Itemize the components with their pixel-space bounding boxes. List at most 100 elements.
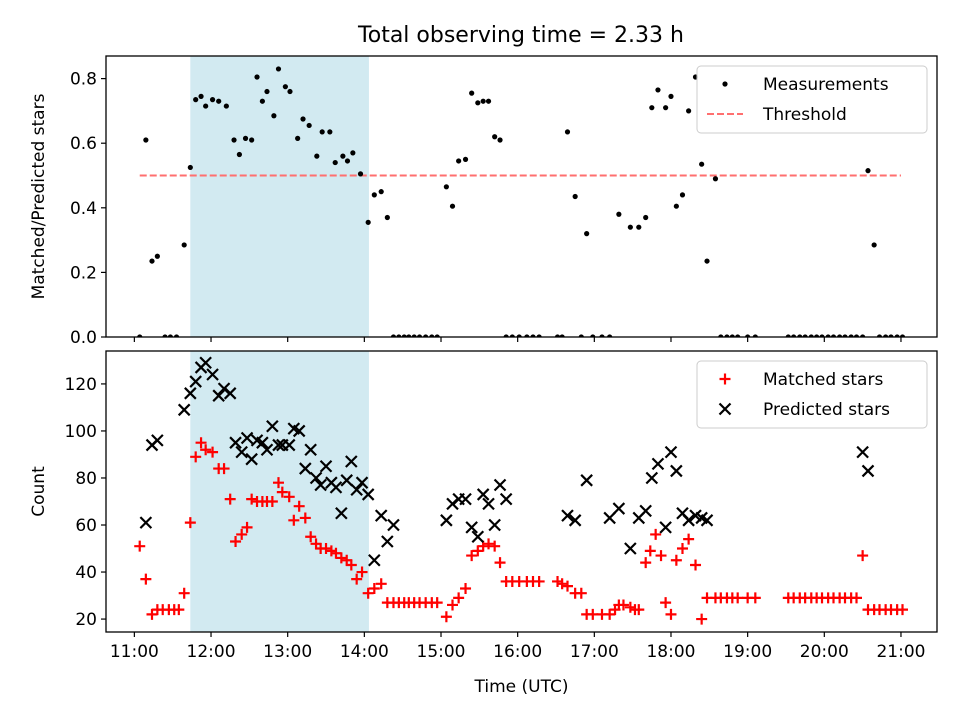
matched-star-point — [633, 604, 645, 616]
legend-marker-predicted — [718, 402, 732, 416]
legend: Matched stars Predicted stars — [696, 360, 928, 429]
measurement-point — [306, 122, 312, 129]
predicted-star-point — [206, 368, 219, 381]
matched-star-point — [483, 538, 495, 550]
matched-star-point — [640, 557, 652, 569]
matched-star-point — [676, 543, 688, 555]
measurement-point — [295, 135, 301, 141]
matched-star-point — [335, 552, 347, 564]
matched-star-point — [351, 573, 363, 585]
matched-star-point — [266, 495, 278, 507]
matched-star-point — [660, 597, 672, 609]
measurement-point — [181, 242, 187, 248]
measurement-point — [287, 88, 293, 95]
axes-frame — [105, 55, 938, 338]
predicted-star-point — [682, 514, 695, 527]
measurement-point — [663, 105, 669, 111]
predicted-star-point — [561, 509, 574, 522]
matched-star-point — [665, 608, 677, 620]
predicted-star-point — [488, 518, 501, 532]
y-tick-label: 120 — [65, 375, 97, 395]
measurement-point — [627, 224, 633, 230]
measurement-point — [449, 203, 456, 209]
measurement-point — [378, 189, 384, 195]
matched-star-point — [650, 528, 662, 540]
legend-label: Matched stars — [763, 370, 883, 390]
panel-counts: 20 40 60 80 100 120 11:00 12:00 13:00 14:00 15:00 1… — [29, 350, 938, 697]
measurement-point — [485, 98, 492, 104]
matched-star-point — [460, 582, 472, 594]
predicted-star-point — [664, 445, 678, 459]
matched-star-point — [375, 578, 387, 590]
predicted-star-point — [329, 481, 343, 494]
measurement-point — [340, 153, 346, 159]
predicted-star-point — [482, 497, 495, 511]
predicted-star-point — [568, 514, 582, 527]
matched-star-point — [236, 528, 248, 540]
predicted-star-point — [304, 443, 317, 457]
legend-box — [696, 65, 928, 134]
matched-star-point — [696, 613, 708, 625]
predicted-star-point — [670, 464, 683, 478]
predicted-star-point — [639, 504, 652, 518]
measurement-point — [712, 176, 719, 182]
measurement-point — [327, 129, 333, 135]
predicted-star-point — [659, 521, 672, 534]
predicted-star-point — [700, 514, 714, 527]
legend-label: Predicted stars — [763, 400, 890, 420]
observing-window-span — [190, 56, 369, 337]
matched-star-point — [897, 604, 909, 616]
predicted-star-point — [309, 471, 323, 485]
matched-star-point — [224, 493, 236, 505]
matched-star-point — [356, 566, 368, 578]
x-tick-label: 13:00 — [263, 642, 312, 662]
predicted-star-point — [603, 511, 616, 525]
predicted-star-point — [223, 387, 237, 400]
measurement-point — [480, 98, 486, 104]
y-tick-label: 40 — [75, 563, 97, 583]
predicted-star-point — [189, 375, 202, 388]
y-tick-label: 0.0 — [70, 328, 97, 348]
matched-star-point — [246, 493, 258, 505]
predicted-star-point — [856, 445, 869, 459]
predicted-star-point — [465, 521, 478, 534]
matched-star-point — [431, 597, 443, 609]
measurement-point — [636, 224, 642, 230]
series-measurements — [137, 66, 906, 337]
measurement-point — [443, 184, 449, 190]
matched-star-point — [320, 543, 332, 555]
predicted-star-point — [645, 471, 659, 485]
measurement-point — [198, 93, 204, 99]
measurement-point — [643, 214, 649, 221]
legend: Measurements Threshold — [696, 65, 928, 134]
matched-star-point — [749, 592, 761, 604]
matched-star-point — [533, 575, 545, 587]
matched-star-point — [617, 599, 629, 611]
measurement-point — [231, 137, 237, 143]
predicted-star-point — [374, 509, 388, 522]
matched-star-point — [477, 540, 489, 552]
matched-star-point — [851, 592, 863, 604]
y-tick-label: 100 — [65, 422, 97, 442]
measurement-point — [271, 113, 277, 119]
measurement-point — [616, 211, 622, 217]
y-tick-label: 80 — [75, 469, 97, 489]
series-matched-stars — [134, 437, 909, 625]
matched-star-point — [272, 477, 284, 489]
x-tick-label: 17:00 — [570, 642, 619, 662]
predicted-star-point — [345, 455, 358, 468]
predicted-star-point — [335, 506, 348, 520]
legend-marker-matched — [719, 373, 731, 385]
measurement-point — [365, 219, 371, 225]
x-tick-label: 18:00 — [646, 642, 695, 662]
x-tick-label: 12:00 — [187, 642, 236, 662]
matched-star-point — [489, 540, 501, 552]
matched-star-point — [140, 573, 152, 585]
y-axis-label: Count — [29, 466, 49, 517]
measurement-point — [456, 158, 462, 164]
measurement-point — [679, 192, 686, 198]
measurement-point — [193, 97, 199, 103]
series-predicted-stars — [139, 356, 875, 567]
measurement-point — [564, 129, 571, 135]
